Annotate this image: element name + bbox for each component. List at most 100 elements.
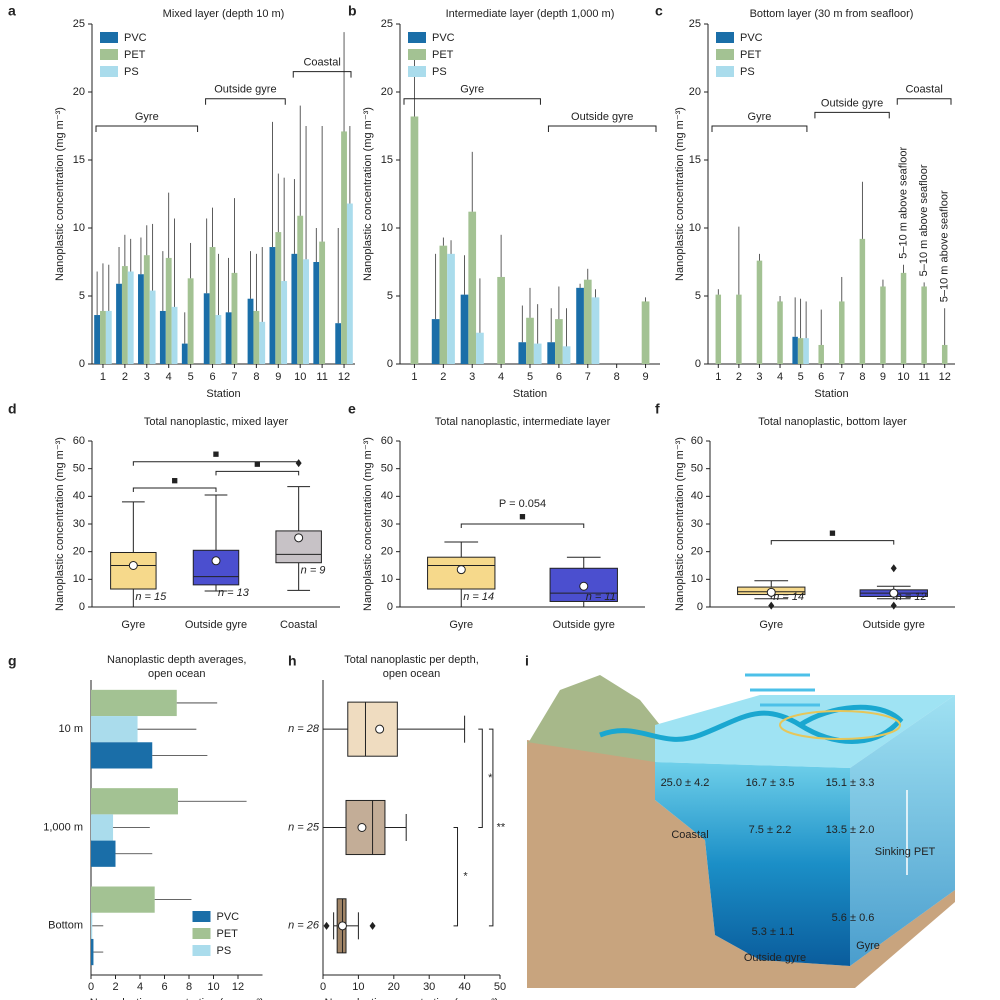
y-tick-label: 25	[689, 18, 701, 30]
bar	[736, 294, 742, 364]
n-label: n = 14	[463, 591, 494, 603]
x-tick-label: 4	[166, 371, 172, 383]
x-axis-label: Station	[814, 388, 848, 400]
annotation: 5–10 m above seafloor	[939, 190, 951, 302]
panel-title: open ocean	[383, 668, 441, 680]
x-tick-label: 1	[715, 371, 721, 383]
x-tick-label: 0	[88, 981, 94, 993]
x-tick-label: 7	[585, 371, 591, 383]
x-tick-label: 8	[253, 371, 259, 383]
panel-title: Bottom layer (30 m from seafloor)	[750, 8, 914, 20]
significance-label: *	[488, 772, 493, 784]
mean	[456, 565, 466, 575]
n-label: n = 15	[135, 591, 167, 603]
legend-swatch	[716, 32, 734, 43]
bar	[91, 886, 155, 913]
bar	[777, 301, 783, 364]
legend-label: PVC	[740, 32, 763, 44]
legend-label: PS	[217, 945, 232, 957]
mean	[128, 561, 138, 570]
legend-label: PS	[432, 66, 447, 78]
land	[527, 740, 955, 988]
x-tick-label: Gyre	[121, 619, 145, 631]
diagram-label: Outside gyre	[744, 952, 806, 964]
x-tick-label: 30	[423, 981, 435, 993]
significance-bracket	[460, 523, 585, 528]
legend-label: PET	[740, 49, 762, 61]
bar	[439, 245, 448, 364]
hill	[527, 675, 660, 762]
diagram-label: 16.7 ± 3.5	[746, 777, 795, 789]
current	[599, 704, 904, 744]
legend-label: PVC	[432, 32, 455, 44]
bar	[116, 283, 122, 364]
bar	[91, 742, 153, 769]
bar	[547, 342, 556, 364]
bar	[468, 211, 477, 364]
y-tick-label: 30	[381, 518, 393, 530]
bar	[143, 255, 150, 364]
bar	[165, 257, 172, 364]
y-tick-label: 20	[381, 86, 393, 98]
bar	[231, 272, 238, 364]
bar	[291, 253, 298, 364]
panel-title: Nanoplastic depth averages,	[107, 654, 246, 666]
y-tick-label: 0	[79, 601, 85, 613]
bar	[583, 279, 592, 364]
diagram-label: 5.6 ± 0.6	[832, 912, 875, 924]
y-tick-label: 20	[73, 86, 85, 98]
significance-label: *	[463, 871, 468, 883]
panel-label: c	[655, 3, 663, 19]
y-tick-label: 10	[73, 222, 85, 234]
bar	[313, 262, 320, 364]
sea-front	[655, 762, 850, 966]
panel-title: Total nanoplastic, bottom layer	[758, 416, 907, 428]
y-tick-label: 25	[73, 18, 85, 30]
bar	[171, 306, 178, 364]
n-label: n = 11	[586, 591, 616, 603]
bar	[100, 310, 106, 364]
y-tick-label: 0	[387, 358, 393, 370]
legend-swatch	[408, 66, 426, 77]
p-value: P = 0.054	[499, 498, 546, 510]
legend-label: PVC	[124, 32, 147, 44]
x-tick-label: Coastal	[280, 619, 317, 631]
bar	[94, 315, 101, 364]
legend-swatch	[192, 928, 211, 939]
x-tick-label: 9	[880, 371, 886, 383]
bar	[591, 297, 600, 364]
mean	[766, 587, 776, 597]
panel-label: d	[8, 401, 17, 417]
y-tick-label: 5	[79, 290, 85, 302]
bracket-label: Gyre	[748, 111, 772, 123]
significance-bracket	[478, 728, 483, 828]
outlier	[768, 601, 775, 610]
bar	[839, 301, 845, 364]
mean	[337, 921, 347, 931]
bar	[576, 287, 584, 364]
gyre	[779, 710, 901, 740]
significance-bracket	[488, 728, 494, 927]
bar	[281, 281, 288, 364]
x-axis-label: Station	[513, 388, 547, 400]
y-tick-label: 40	[381, 490, 393, 502]
y-tick-label: 40	[691, 490, 703, 502]
significance-bracket	[453, 827, 459, 927]
diagram-label: 15.1 ± 3.3	[826, 777, 875, 789]
bar	[797, 338, 804, 364]
bar	[91, 689, 177, 717]
y-tick-label: 50	[691, 463, 703, 475]
legend-label: PET	[432, 49, 454, 61]
legend-swatch	[100, 66, 118, 77]
y-tick-label: 20	[381, 546, 393, 558]
x-tick-label: 2	[122, 371, 128, 383]
y-tick-label: 1,000 m	[43, 821, 83, 833]
legend-swatch	[716, 49, 734, 60]
y-tick-label: 0	[79, 358, 85, 370]
x-tick-label: 5	[527, 371, 533, 383]
y-tick-label: 30	[73, 518, 85, 530]
significance-label: ■	[254, 458, 261, 470]
y-tick-label: 10	[381, 222, 393, 234]
annotation: 5–10 m above seafloor	[897, 146, 909, 258]
y-tick-label: 60	[691, 435, 703, 447]
